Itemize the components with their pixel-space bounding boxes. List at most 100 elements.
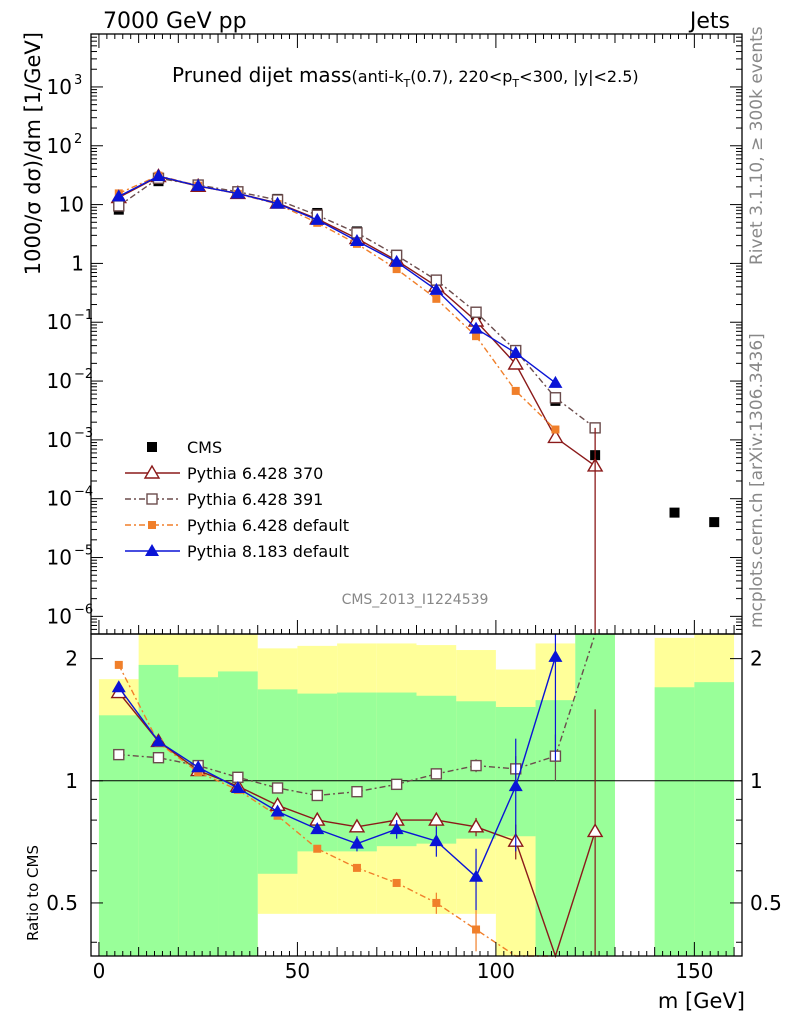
ratio-point-pythia-6-428-391 (113, 748, 125, 761)
legend-marker-pythia-6-428-391 (146, 493, 158, 505)
ratio-plot-series (110, 633, 604, 959)
x-tick-label: 50 (285, 959, 310, 983)
main-line-pythia-8-183-default (118, 175, 556, 384)
main-y-tick-label: 10 (47, 604, 72, 628)
ratio-band-green (218, 671, 258, 956)
main-point-pythia-6-428-391 (113, 200, 125, 212)
legend-marker-pythia-8-183-default (145, 544, 159, 556)
legend-marker-cms (147, 442, 157, 452)
main-point-pythia-6-428-default (511, 386, 520, 395)
title-suffix: (anti-k (352, 67, 405, 86)
ratio-band-green (257, 689, 298, 874)
ratio-point-pythia-6-428-391 (152, 751, 165, 764)
ratio-line-pythia-8-183-default (118, 656, 557, 878)
main-y-tick-label: 10 (47, 310, 72, 334)
main-point-pythia-8-183-default (469, 321, 484, 334)
main-y-tick-label: 10 (47, 369, 72, 393)
x-tick-label: 100 (477, 959, 515, 983)
ratio-y-tick-label-right: 1 (750, 769, 763, 793)
ratio-point-pythia-8-183-default (191, 760, 206, 773)
category-label: Jets (688, 9, 730, 34)
main-point-pythia-6-428-370 (547, 429, 564, 444)
ratio-point-pythia-8-183-default (389, 822, 404, 835)
main-point-pythia-6-428-default (551, 425, 560, 434)
ratio-point-pythia-6-428-391 (311, 789, 323, 802)
ratio-point-pythia-6-428-370 (586, 823, 604, 838)
main-point-pythia-8-183-default (191, 178, 206, 191)
ratio-y-axis-title: Ratio to CMS (24, 845, 42, 941)
ratio-point-pythia-8-183-default (548, 649, 563, 662)
main-point-pythia-8-183-default (111, 189, 126, 202)
title-sub2: T (511, 77, 519, 90)
ratio-band-green (138, 664, 179, 956)
main-point-pythia-8-183-default (349, 234, 364, 247)
ratio-point-pythia-8-183-default (270, 804, 285, 817)
main-y-tick-label-exponent: −1 (74, 308, 93, 323)
ratio-uncertainty-bands (98, 634, 735, 956)
main-point-pythia-6-428-391 (549, 392, 562, 404)
legend-label-pythia-6-428-370: Pythia 6.428 370 (187, 464, 323, 483)
title-end: <300, |y|<2.5) (519, 67, 638, 86)
main-y-tick-label-exponent: −6 (74, 602, 93, 617)
ratio-point-pythia-6-428-370 (348, 818, 366, 833)
legend-label-cms: CMS (187, 438, 222, 457)
ratio-point-pythia-6-428-default (313, 844, 322, 853)
ratio-band-green (178, 677, 219, 956)
ratio-band-green (694, 682, 735, 956)
ratio-point-pythia-6-428-391 (430, 768, 443, 780)
ratio-y-tick-label-right: 0.5 (750, 891, 782, 915)
legend-marker-pythia-6-428-370 (143, 464, 161, 479)
ratio-point-pythia-6-428-default (432, 898, 441, 907)
main-y-tick-label: 10 (47, 487, 72, 511)
ratio-point-pythia-8-183-default (151, 734, 166, 747)
main-point-cms (669, 507, 680, 518)
main-y-tick-label: 10 (47, 134, 72, 158)
analysis-watermark: CMS_2013_I1224539 (342, 592, 489, 608)
ratio-y-tick-label: 1 (65, 769, 78, 793)
ratio-point-pythia-8-183-default (508, 779, 523, 792)
main-y-tick-label: 10 (47, 75, 72, 99)
main-y-tick-label: 10 (47, 428, 72, 452)
legend-label-pythia-8-183-default: Pythia 8.183 default (187, 542, 349, 561)
ratio-point-pythia-8-183-default (111, 680, 126, 693)
legend-label-pythia-6-428-default: Pythia 6.428 default (187, 516, 349, 535)
x-axis-title: m [GeV] (658, 989, 745, 1013)
ratio-point-pythia-6-428-370 (428, 811, 445, 826)
rivet-version-label: Rivet 3.1.10, ≥ 300k events (747, 26, 767, 265)
main-point-pythia-6-428-370 (507, 355, 524, 370)
energy-label: 7000 GeV pp (103, 9, 247, 34)
title-mid: (0.7), 220<p (410, 67, 512, 86)
ratio-line-pythia-6-428-default (118, 664, 556, 957)
ratio-point-pythia-6-428-default (114, 660, 123, 669)
ratio-point-pythia-8-183-default (230, 780, 245, 793)
ratio-point-pythia-8-183-default (429, 834, 444, 847)
main-line-pythia-6-428-370 (118, 175, 596, 467)
ratio-point-pythia-8-183-default (349, 836, 364, 849)
legend-marker-pythia-6-428-default (148, 521, 156, 529)
main-y-tick-label-exponent: 3 (74, 73, 82, 88)
main-y-tick-label-exponent: −5 (74, 544, 93, 559)
main-point-pythia-8-183-default (230, 186, 245, 199)
main-point-pythia-6-428-default (432, 294, 441, 303)
main-line-pythia-6-428-391 (118, 177, 596, 429)
main-y-axis-title: 1000/σ dσ)/dm [1/GeV] (21, 32, 45, 275)
title-main: Pruned dijet mass (172, 63, 352, 87)
chart-title: Pruned dijet mass(anti-kT(0.7), 220<pT<3… (172, 63, 639, 90)
ratio-point-pythia-6-428-391 (351, 785, 363, 798)
ratio-y-tick-label-right: 2 (750, 647, 763, 671)
ratio-point-pythia-6-428-default (352, 863, 361, 872)
ratio-point-pythia-6-428-391 (470, 759, 482, 772)
main-line-pythia-6-428-default (118, 174, 556, 431)
main-y-tick-label-exponent: −3 (74, 426, 93, 441)
x-tick-label: 150 (675, 959, 713, 983)
ratio-y-tick-label: 0.5 (46, 891, 78, 915)
main-point-pythia-8-183-default (270, 196, 285, 209)
main-point-pythia-8-183-default (429, 282, 444, 295)
ratio-point-pythia-6-428-default (392, 878, 401, 887)
main-y-tick-label: 10 (47, 546, 72, 570)
main-point-pythia-6-428-default (392, 265, 401, 274)
main-point-pythia-6-428-default (472, 332, 481, 341)
main-point-cms (709, 517, 720, 528)
